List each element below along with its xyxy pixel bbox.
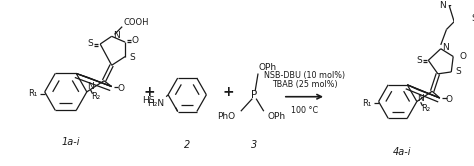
Text: OPh: OPh <box>258 63 276 72</box>
Text: +: + <box>143 85 155 99</box>
Text: R₁: R₁ <box>363 99 372 108</box>
Text: O: O <box>459 52 466 61</box>
Text: S: S <box>455 67 461 76</box>
Text: OPh: OPh <box>268 112 286 121</box>
Text: N: N <box>113 31 120 40</box>
Text: P: P <box>251 90 257 100</box>
Text: N: N <box>442 43 449 52</box>
Text: 1a-i: 1a-i <box>61 137 80 147</box>
Text: 4a-i: 4a-i <box>393 147 412 157</box>
Text: COOH: COOH <box>123 18 149 27</box>
Text: R₁: R₁ <box>28 89 38 98</box>
Text: O: O <box>118 84 125 93</box>
Text: R₂: R₂ <box>91 92 100 101</box>
Text: N: N <box>417 94 424 103</box>
Text: H₂N: H₂N <box>147 99 164 108</box>
Text: N: N <box>87 82 94 90</box>
Text: PhO: PhO <box>217 112 235 121</box>
Text: 100 °C: 100 °C <box>291 106 318 115</box>
Text: N: N <box>439 1 446 10</box>
Text: NSB-DBU (10 mol%): NSB-DBU (10 mol%) <box>264 71 345 80</box>
Text: S: S <box>471 14 474 23</box>
Text: TBAB (25 mol%): TBAB (25 mol%) <box>272 80 337 89</box>
Text: S: S <box>416 56 422 65</box>
Text: S: S <box>88 39 93 48</box>
Text: R₂: R₂ <box>421 104 430 114</box>
Text: +: + <box>223 85 234 99</box>
Text: 2: 2 <box>184 140 191 150</box>
Text: O: O <box>131 36 138 45</box>
Text: O: O <box>446 95 453 104</box>
Text: HS: HS <box>142 96 155 105</box>
Text: 3: 3 <box>251 140 257 150</box>
Text: S: S <box>129 53 135 62</box>
